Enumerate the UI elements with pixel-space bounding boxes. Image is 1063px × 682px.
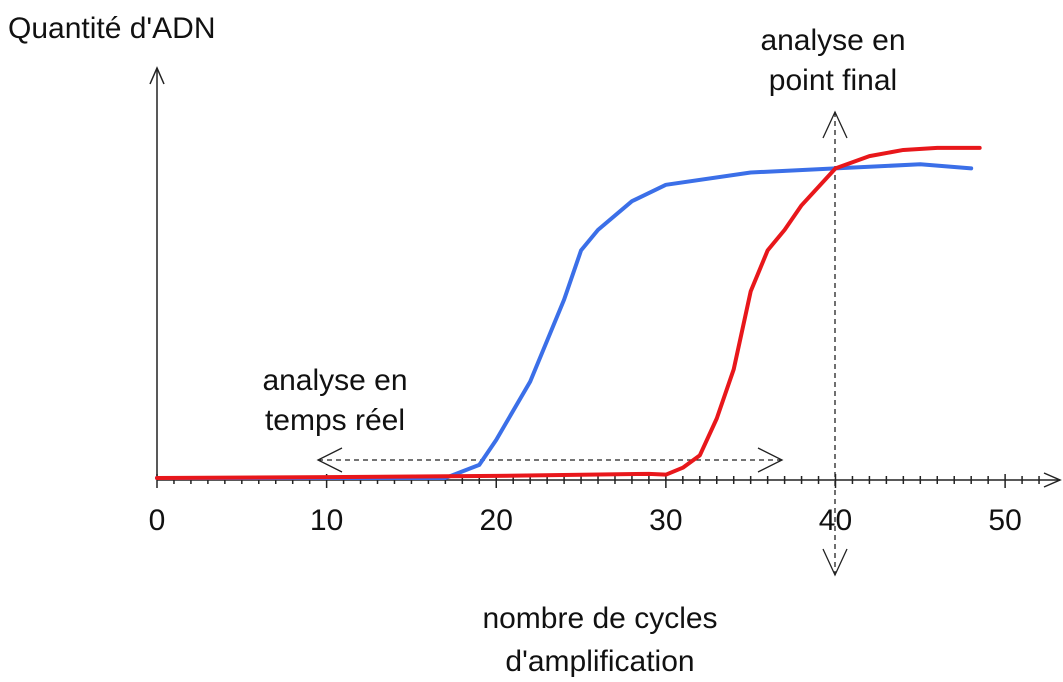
x-axis-label: d'amplification bbox=[505, 645, 694, 678]
x-tick-label: 30 bbox=[649, 504, 682, 537]
x-tick-label: 50 bbox=[988, 504, 1021, 537]
annotation: analyse en bbox=[760, 24, 905, 57]
endpoint-arrow bbox=[822, 110, 848, 577]
annotation: temps réel bbox=[265, 404, 405, 437]
x-tick-label: 40 bbox=[819, 504, 852, 537]
realtime-arrow bbox=[316, 447, 784, 473]
x-tick-label: 0 bbox=[149, 504, 166, 537]
annotation: analyse en bbox=[262, 364, 407, 397]
y-axis-label: Quantité d'ADN bbox=[8, 12, 216, 45]
y-axis-arrow bbox=[149, 66, 165, 85]
series-line bbox=[155, 145, 982, 480]
x-axis-arrow bbox=[1043, 472, 1062, 488]
annotation: point final bbox=[769, 64, 897, 97]
x-axis-label: nombre de cycles bbox=[482, 602, 717, 635]
x-tick-label: 10 bbox=[310, 504, 343, 537]
x-tick-label: 20 bbox=[480, 504, 513, 537]
series-line bbox=[155, 162, 974, 480]
